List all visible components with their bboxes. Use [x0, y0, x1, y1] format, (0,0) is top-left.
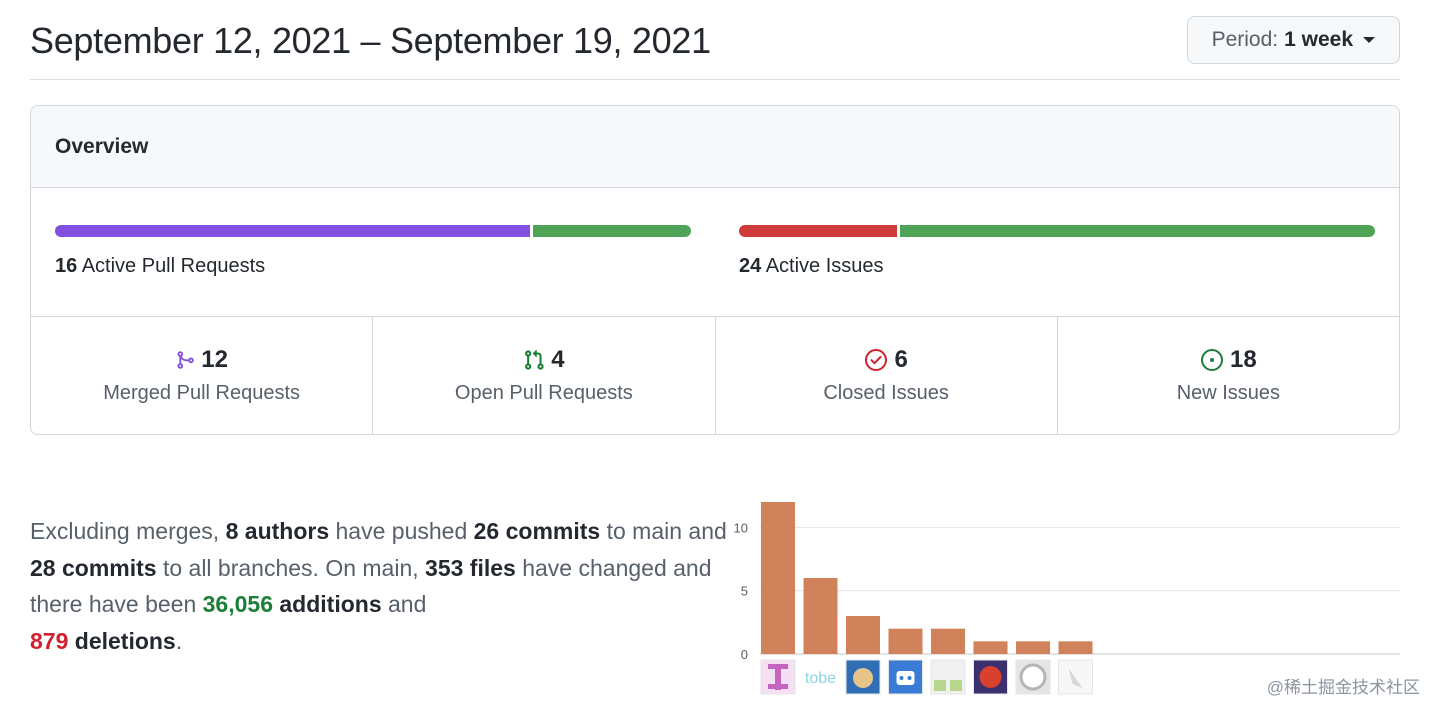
- new-issues-label: New Issues: [1176, 382, 1281, 404]
- commit-summary: Excluding merges, 8 authors have pushed …: [30, 513, 730, 659]
- period-label: Period:: [1211, 28, 1279, 51]
- date-range-title: September 12, 2021 – September 19, 2021: [30, 20, 711, 61]
- avatar-face: [853, 668, 873, 688]
- open-pull-requests-label: Open Pull Requests: [454, 382, 633, 404]
- stat-merged-pull-requests[interactable]: 12 Merged Pull Requests: [31, 317, 374, 434]
- bar-author-6: [973, 641, 1008, 654]
- avatar-block-right: [950, 680, 962, 691]
- bar-author-8: [1058, 641, 1093, 654]
- y-tick-label-10: 10: [734, 520, 748, 535]
- active-issues-text: Active Issues: [765, 255, 884, 277]
- stat-closed-issues[interactable]: 6 Closed Issues: [716, 317, 1058, 434]
- avatar-tobe: tobe: [805, 670, 836, 687]
- bar-author-4: [888, 628, 923, 654]
- summary-text-7: .: [175, 627, 183, 654]
- avatar-bot-eye-right: [907, 676, 912, 680]
- additions-count: 36,056: [202, 591, 273, 617]
- files-count[interactable]: 353 files: [425, 554, 516, 581]
- avatar-bot-face: [896, 671, 915, 685]
- commits-by-author-chart: 0 5 10 tobe: [724, 490, 1404, 700]
- bar-tobe: [803, 578, 838, 654]
- watermark: @稀土掘金技术社区: [1266, 678, 1420, 697]
- stat-new-issues[interactable]: 18 New Issues: [1058, 317, 1399, 434]
- open-pull-requests-value: 4: [551, 346, 565, 373]
- commits-main-count[interactable]: 26 commits: [473, 518, 601, 544]
- summary-text-3: to main and: [600, 518, 727, 544]
- period-value: 1 week: [1284, 28, 1353, 51]
- bar-author-7: [1016, 641, 1050, 654]
- avatar-detail-base: [768, 684, 788, 689]
- avatar-block-left: [934, 680, 946, 691]
- activity-bars: 16 Active Pull Requests 24 Active Issues: [31, 188, 1399, 317]
- active-pull-requests-label: 16 Active Pull Requests: [55, 255, 691, 278]
- page-header: September 12, 2021 – September 19, 2021 …: [30, 0, 1400, 80]
- avatar-detail-stem: [775, 664, 781, 690]
- pull-requests-summary[interactable]: 16 Active Pull Requests: [55, 225, 691, 278]
- stat-open-pull-requests[interactable]: 4 Open Pull Requests: [373, 317, 716, 434]
- commits-all-count[interactable]: 28 commits: [30, 554, 157, 581]
- new-issues-value: 18: [1230, 346, 1257, 373]
- active-issues-count: 24: [739, 255, 762, 277]
- merged-segment: [55, 225, 530, 237]
- summary-text-2: have pushed: [329, 518, 474, 544]
- summary-text-5: have changed and there have been: [30, 554, 712, 618]
- git-merge-icon: [175, 349, 195, 371]
- issues-bar: [739, 225, 1375, 237]
- y-tick-label-0: 0: [741, 647, 748, 662]
- issue-closed-icon: [864, 348, 888, 372]
- active-pull-requests-count: 16: [55, 255, 78, 277]
- avatar-author-8: [1058, 659, 1093, 695]
- issues-summary[interactable]: 24 Active Issues: [739, 225, 1375, 278]
- merged-pull-requests-value: 12: [201, 346, 228, 373]
- pull-requests-bar: [55, 225, 691, 237]
- stats-row: 12 Merged Pull Requests 4 Open Pull Requ…: [31, 317, 1399, 434]
- avatar-feather: [1068, 668, 1083, 688]
- commits-chart-svg: 0 5 10 tobe: [734, 502, 1400, 695]
- avatar-creature: [979, 666, 1002, 688]
- bar-author-5: [931, 628, 965, 654]
- deletions-word: deletions: [74, 627, 176, 654]
- additions-word: additions: [279, 591, 382, 617]
- open-segment: [533, 225, 691, 237]
- overview-header: Overview: [31, 106, 1399, 188]
- issue-opened-icon: [1200, 348, 1224, 372]
- git-pull-request-icon: [523, 349, 545, 371]
- new-segment: [900, 225, 1375, 237]
- merged-pull-requests-label: Merged Pull Requests: [103, 382, 301, 404]
- period-dropdown-button[interactable]: Period: 1 week: [1186, 16, 1400, 64]
- closed-issues-value: 6: [894, 346, 908, 373]
- avatar-github-mark: [1019, 663, 1047, 691]
- summary-text-1: Excluding merges,: [30, 518, 226, 544]
- deletions-count: 879: [30, 627, 69, 654]
- closed-issues-label: Closed Issues: [823, 382, 949, 404]
- closed-segment: [739, 225, 897, 237]
- bar-author-3: [846, 616, 880, 654]
- bar-author-1: [761, 502, 795, 654]
- authors-count[interactable]: 8 authors: [225, 518, 330, 544]
- avatar-bot-eye-left: [899, 676, 904, 680]
- overview-title: Overview: [55, 134, 149, 158]
- caret-down-icon: [1363, 37, 1375, 43]
- overview-box: Overview 16 Active Pull Requests 24 Acti…: [30, 105, 1400, 435]
- active-issues-label: 24 Active Issues: [739, 255, 1375, 278]
- summary-text-6: and: [381, 591, 427, 617]
- summary-text-4: to all branches. On main,: [156, 554, 426, 581]
- active-pull-requests-text: Active Pull Requests: [81, 255, 266, 277]
- y-tick-label-5: 5: [741, 584, 748, 599]
